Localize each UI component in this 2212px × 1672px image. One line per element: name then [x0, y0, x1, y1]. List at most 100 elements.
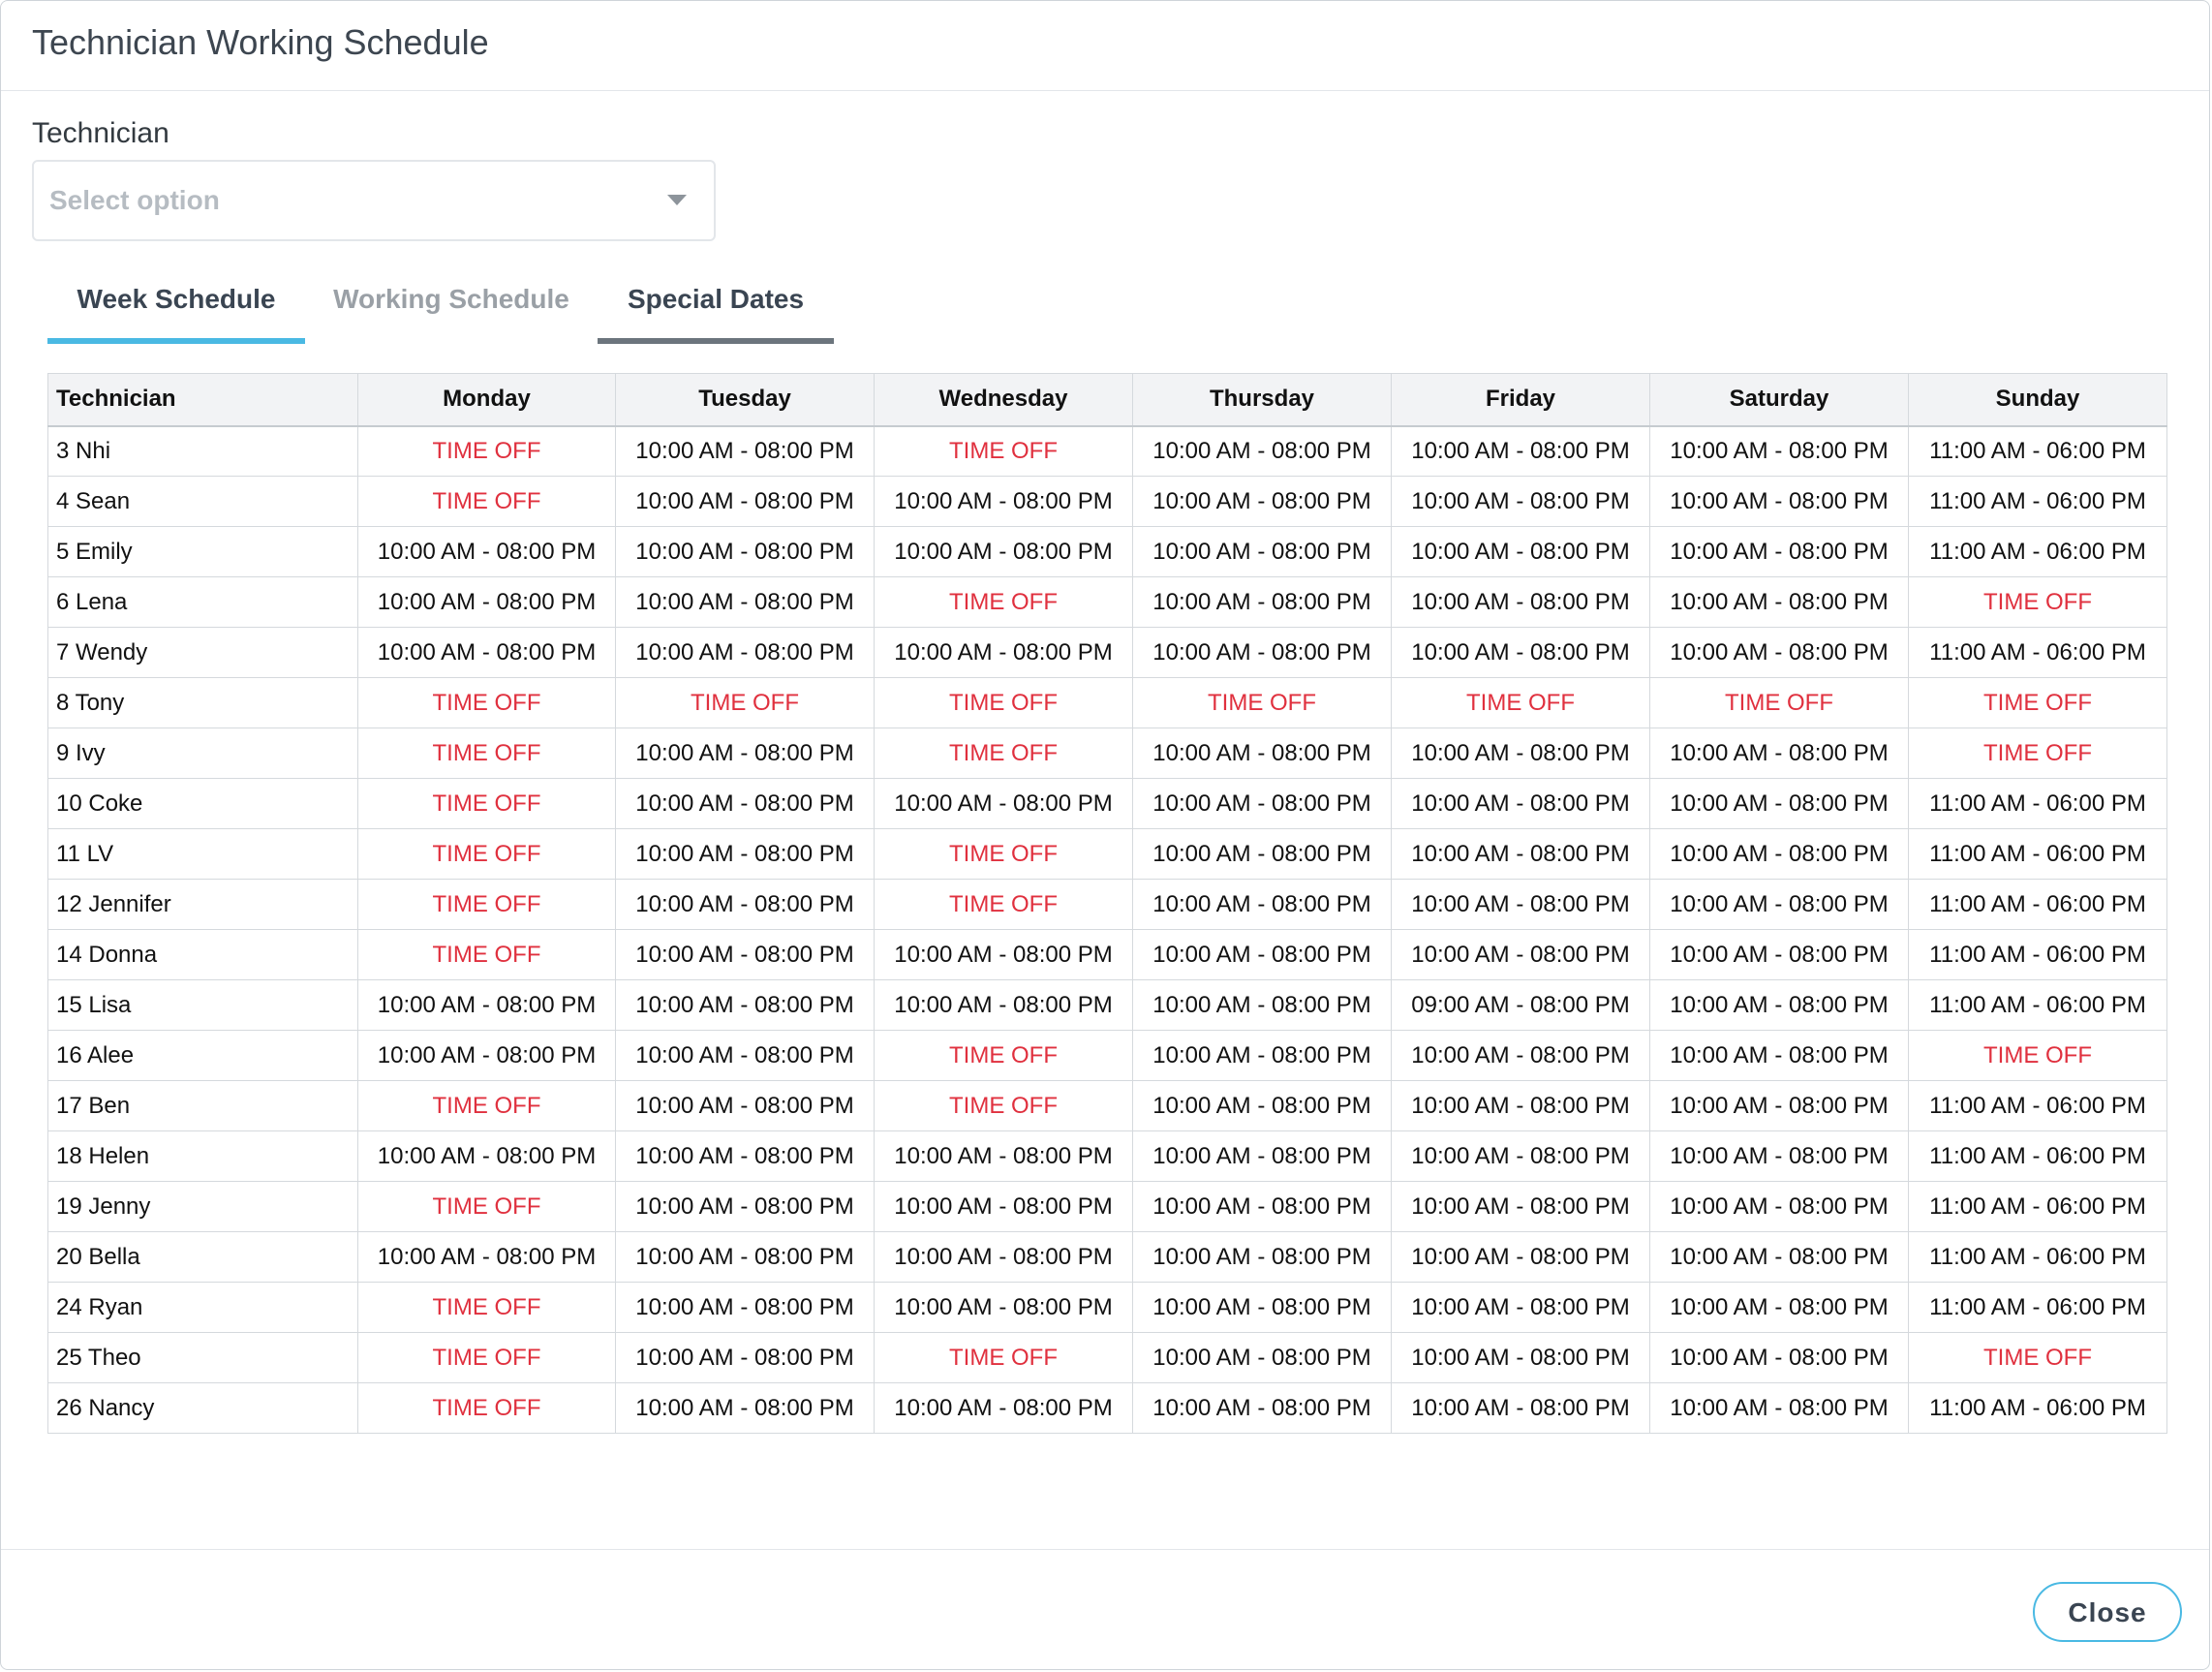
technician-name-cell: 3 Nhi [47, 425, 358, 477]
schedule-cell-monday: 10:00 AM - 08:00 PM [357, 627, 616, 678]
schedule-cell-tuesday: 10:00 AM - 08:00 PM [615, 1080, 875, 1131]
schedule-cell-thursday: 10:00 AM - 08:00 PM [1132, 425, 1392, 477]
schedule-cell-saturday: 10:00 AM - 08:00 PM [1649, 1282, 1909, 1333]
column-header-friday: Friday [1391, 373, 1650, 427]
technician-name-cell: 9 Ivy [47, 728, 358, 779]
schedule-cell-saturday: 10:00 AM - 08:00 PM [1649, 425, 1909, 477]
schedule-cell-wednesday: 10:00 AM - 08:00 PM [874, 778, 1133, 829]
schedule-cell-tuesday: 10:00 AM - 08:00 PM [615, 476, 875, 527]
schedule-cell-saturday: 10:00 AM - 08:00 PM [1649, 576, 1909, 628]
schedule-cell-saturday: 10:00 AM - 08:00 PM [1649, 879, 1909, 930]
schedule-cell-friday: 10:00 AM - 08:00 PM [1391, 828, 1650, 880]
schedule-cell-tuesday: TIME OFF [615, 677, 875, 728]
technician-field-label: Technician [32, 117, 169, 149]
schedule-cell-tuesday: 10:00 AM - 08:00 PM [615, 828, 875, 880]
table-row: 18 Helen 10:00 AM - 08:00 PM 10:00 AM - 08… [47, 1130, 2167, 1182]
week-schedule-table: Technician Monday Tuesday Wednesday Thur… [47, 373, 2167, 1434]
schedule-cell-tuesday: 10:00 AM - 08:00 PM [615, 979, 875, 1031]
schedule-cell-friday: 10:00 AM - 08:00 PM [1391, 1332, 1650, 1383]
table-row: 7 Wendy 10:00 AM - 08:00 PM 10:00 AM - 08:… [47, 627, 2167, 678]
tab-special-dates[interactable]: Special Dates [598, 272, 834, 344]
schedule-cell-wednesday: 10:00 AM - 08:00 PM [874, 1231, 1133, 1283]
schedule-cell-wednesday: 10:00 AM - 08:00 PM [874, 476, 1133, 527]
schedule-cell-wednesday: TIME OFF [874, 828, 1133, 880]
schedule-cell-sunday: TIME OFF [1908, 1030, 2167, 1081]
schedule-cell-sunday: 11:00 AM - 06:00 PM [1908, 1382, 2167, 1434]
schedule-cell-tuesday: 10:00 AM - 08:00 PM [615, 1181, 875, 1232]
technician-name-cell: 26 Nancy [47, 1382, 358, 1434]
schedule-cell-saturday: 10:00 AM - 08:00 PM [1649, 728, 1909, 779]
schedule-cell-monday: 10:00 AM - 08:00 PM [357, 979, 616, 1031]
close-button[interactable]: Close [2033, 1582, 2182, 1642]
schedule-cell-wednesday: TIME OFF [874, 576, 1133, 628]
schedule-cell-wednesday: TIME OFF [874, 1080, 1133, 1131]
schedule-cell-sunday: 11:00 AM - 06:00 PM [1908, 1231, 2167, 1283]
schedule-cell-thursday: 10:00 AM - 08:00 PM [1132, 576, 1392, 628]
technician-select[interactable]: Select option [32, 160, 716, 241]
schedule-cell-sunday: 11:00 AM - 06:00 PM [1908, 627, 2167, 678]
schedule-cell-saturday: 10:00 AM - 08:00 PM [1649, 828, 1909, 880]
column-header-tuesday: Tuesday [615, 373, 875, 427]
schedule-cell-tuesday: 10:00 AM - 08:00 PM [615, 1231, 875, 1283]
table-row: 14 Donna TIME OFF 10:00 AM - 08:00 PM 10:00… [47, 929, 2167, 980]
technician-name-cell: 8 Tony [47, 677, 358, 728]
technician-select-placeholder: Select option [49, 185, 220, 215]
table-row: 24 Ryan TIME OFF 10:00 AM - 08:00 PM 10:00 … [47, 1282, 2167, 1333]
schedule-cell-saturday: 10:00 AM - 08:00 PM [1649, 1382, 1909, 1434]
technician-name-cell: 7 Wendy [47, 627, 358, 678]
schedule-cell-saturday: 10:00 AM - 08:00 PM [1649, 1030, 1909, 1081]
schedule-cell-tuesday: 10:00 AM - 08:00 PM [615, 879, 875, 930]
schedule-cell-monday: 10:00 AM - 08:00 PM [357, 526, 616, 577]
schedule-cell-saturday: 10:00 AM - 08:00 PM [1649, 1130, 1909, 1182]
schedule-cell-saturday: 10:00 AM - 08:00 PM [1649, 1332, 1909, 1383]
technician-name-cell: 16 Alee [47, 1030, 358, 1081]
schedule-cell-monday: TIME OFF [357, 1382, 616, 1434]
schedule-cell-monday: TIME OFF [357, 677, 616, 728]
table-row: 26 Nancy TIME OFF 10:00 AM - 08:00 PM 10:00… [47, 1382, 2167, 1434]
table-row: 11 LV TIME OFF 10:00 AM - 08:00 PM TIME OFF… [47, 828, 2167, 880]
schedule-cell-sunday: 11:00 AM - 06:00 PM [1908, 1181, 2167, 1232]
schedule-cell-wednesday: TIME OFF [874, 677, 1133, 728]
schedule-cell-sunday: TIME OFF [1908, 677, 2167, 728]
technician-name-cell: 25 Theo [47, 1332, 358, 1383]
table-row: 12 Jennifer TIME OFF 10:00 AM - 08:00 PM TI… [47, 879, 2167, 930]
schedule-cell-wednesday: 10:00 AM - 08:00 PM [874, 1130, 1133, 1182]
caret-down-icon [667, 195, 687, 205]
schedule-cell-monday: TIME OFF [357, 476, 616, 527]
schedule-cell-sunday: TIME OFF [1908, 728, 2167, 779]
table-row: 6 Lena 10:00 AM - 08:00 PM 10:00 AM - 08:0… [47, 576, 2167, 628]
table-row: 10 Coke TIME OFF 10:00 AM - 08:00 PM 10:00 … [47, 778, 2167, 829]
schedule-cell-thursday: 10:00 AM - 08:00 PM [1132, 979, 1392, 1031]
table-row: 20 Bella 10:00 AM - 08:00 PM 10:00 AM - 08… [47, 1231, 2167, 1283]
table-row: 16 Alee 10:00 AM - 08:00 PM 10:00 AM - 08:… [47, 1030, 2167, 1081]
technician-name-cell: 19 Jenny [47, 1181, 358, 1232]
schedule-cell-sunday: 11:00 AM - 06:00 PM [1908, 929, 2167, 980]
schedule-cell-friday: 10:00 AM - 08:00 PM [1391, 476, 1650, 527]
schedule-cell-friday: 10:00 AM - 08:00 PM [1391, 1030, 1650, 1081]
schedule-cell-monday: TIME OFF [357, 828, 616, 880]
tab-working-schedule[interactable]: Working Schedule [333, 284, 569, 314]
technician-name-cell: 11 LV [47, 828, 358, 880]
schedule-cell-friday: 10:00 AM - 08:00 PM [1391, 1231, 1650, 1283]
schedule-cell-friday: 10:00 AM - 08:00 PM [1391, 1282, 1650, 1333]
tab-week-schedule[interactable]: Week Schedule [47, 272, 305, 344]
technician-name-cell: 12 Jennifer [47, 879, 358, 930]
schedule-cell-thursday: 10:00 AM - 08:00 PM [1132, 1181, 1392, 1232]
schedule-cell-sunday: 11:00 AM - 06:00 PM [1908, 1130, 2167, 1182]
schedule-cell-thursday: 10:00 AM - 08:00 PM [1132, 1030, 1392, 1081]
technician-name-cell: 17 Ben [47, 1080, 358, 1131]
schedule-cell-wednesday: 10:00 AM - 08:00 PM [874, 1282, 1133, 1333]
schedule-cell-thursday: 10:00 AM - 08:00 PM [1132, 1332, 1392, 1383]
schedule-cell-thursday: 10:00 AM - 08:00 PM [1132, 929, 1392, 980]
schedule-cell-saturday: 10:00 AM - 08:00 PM [1649, 1080, 1909, 1131]
column-header-wednesday: Wednesday [874, 373, 1133, 427]
schedule-cell-thursday: 10:00 AM - 08:00 PM [1132, 627, 1392, 678]
schedule-cell-sunday: 11:00 AM - 06:00 PM [1908, 476, 2167, 527]
schedule-cell-saturday: 10:00 AM - 08:00 PM [1649, 979, 1909, 1031]
technician-name-cell: 10 Coke [47, 778, 358, 829]
schedule-cell-friday: 09:00 AM - 08:00 PM [1391, 979, 1650, 1031]
schedule-cell-thursday: 10:00 AM - 08:00 PM [1132, 1282, 1392, 1333]
schedule-cell-friday: 10:00 AM - 08:00 PM [1391, 879, 1650, 930]
table-row: 9 Ivy TIME OFF 10:00 AM - 08:00 PM TIME OFF… [47, 728, 2167, 779]
schedule-cell-tuesday: 10:00 AM - 08:00 PM [615, 1332, 875, 1383]
